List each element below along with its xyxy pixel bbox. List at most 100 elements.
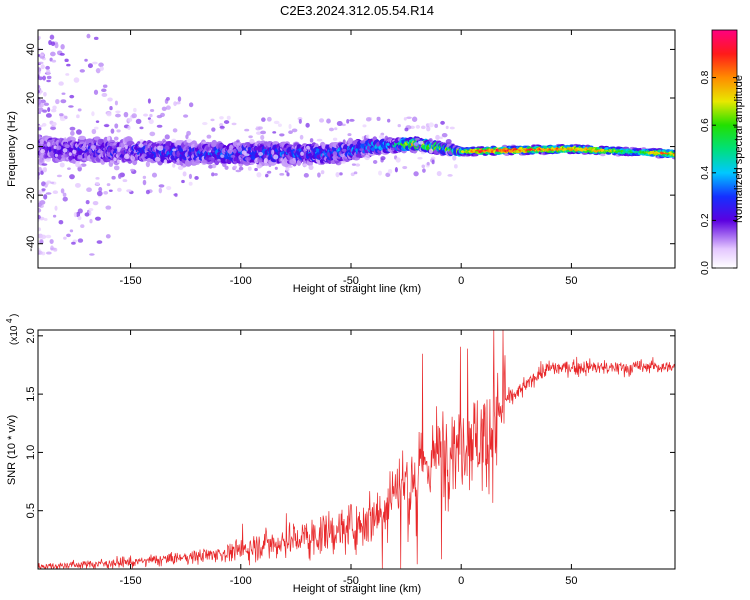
spectrogram-noise-cell: [54, 153, 59, 158]
spectrogram-noise-cell: [144, 145, 149, 151]
spectrogram-noise-cell: [105, 205, 112, 210]
spectrogram-noise-cell: [46, 180, 50, 183]
spectrogram-noise-cell: [445, 125, 449, 130]
spectrogram-noise-cell: [426, 161, 430, 166]
snr-x-tick-label: -150: [120, 575, 142, 587]
snr-multiplier-base: (x10: [9, 325, 20, 345]
spectrogram-noise-cell: [45, 192, 52, 195]
spectrogram-noise-cell: [236, 139, 240, 143]
spectrogram-noise-cell: [335, 171, 340, 178]
spectrogram-noise-cell: [139, 126, 144, 130]
spectrogram-noise-cell: [188, 173, 193, 179]
spectrogram-cell: [600, 153, 606, 157]
spectrogram-noise-cell: [109, 160, 115, 163]
spectrogram-noise-cell: [84, 58, 88, 62]
spectrogram-noise-cell: [160, 145, 164, 149]
spectrogram-noise-cell: [171, 138, 177, 144]
spectrogram-noise-cell: [109, 105, 113, 111]
spectrogram-noise-cell: [202, 141, 207, 144]
spectrogram-noise-cell: [266, 116, 272, 122]
spectrogram-noise-cell: [413, 171, 419, 177]
spectrogram-noise-cell: [288, 124, 292, 130]
spectrogram-noise-cell: [58, 81, 64, 86]
spectrogram-noise-cell: [228, 144, 234, 151]
spectrogram-noise-cell: [40, 148, 46, 154]
spectrogram-noise-cell: [154, 156, 161, 162]
spectrogram-noise-cell: [336, 120, 343, 127]
spectrogram-noise-cell: [63, 137, 67, 143]
spectrogram-noise-cell: [147, 98, 151, 104]
spectrogram-noise-cell: [340, 153, 345, 158]
spectrogram-noise-cell: [66, 63, 71, 67]
spectrogram-noise-cell: [219, 125, 225, 129]
spectrogram-noise-cell: [355, 163, 361, 167]
spectrogram-noise-cell: [172, 128, 178, 133]
spectrogram-noise-cell: [217, 158, 221, 162]
spectrogram-noise-cell: [211, 127, 216, 132]
spectrogram-noise-cell: [106, 135, 111, 141]
spectrogram-noise-cell: [117, 146, 122, 150]
spectrogram-noise-cell: [205, 146, 212, 151]
spectrogram-noise-cell: [41, 163, 48, 166]
spectrogram-noise-cell: [250, 162, 255, 165]
spectrogram-noise-cell: [65, 73, 70, 76]
spectrogram-noise-cell: [376, 116, 381, 121]
spectrogram-noise-cell: [353, 171, 358, 175]
spectrogram-noise-cell: [117, 187, 122, 192]
spectrogram-noise-cell: [104, 156, 109, 161]
spectrogram-x-tick-label: 50: [565, 275, 577, 287]
spectrogram-noise-cell: [183, 114, 189, 118]
spectrogram-noise-cell: [66, 233, 71, 238]
spectrogram-noise-cell: [84, 212, 90, 217]
spectrogram-noise-cell: [74, 182, 81, 188]
spectrogram-noise-cell: [166, 96, 170, 101]
spectrogram-noise-cell: [387, 118, 391, 123]
spectrogram-noise-cell: [320, 170, 325, 175]
spectrogram-noise-cell: [260, 130, 267, 135]
spectrogram-noise-cell: [280, 158, 284, 162]
spectrogram-noise-cell: [60, 44, 65, 50]
spectrogram-noise-cell: [188, 102, 194, 108]
spectrogram-noise-cell: [161, 106, 167, 111]
spectrogram-noise-cell: [349, 118, 355, 122]
spectrogram-noise-cell: [101, 92, 108, 98]
spectrogram-noise-cell: [75, 160, 80, 167]
spectrogram-noise-cell: [439, 136, 443, 140]
spectrogram-noise-cell: [197, 144, 201, 148]
spectrogram-noise-cell: [260, 134, 265, 140]
spectrogram-noise-cell: [46, 79, 51, 83]
spectrogram-noise-cell: [55, 98, 60, 105]
spectrogram-noise-cell: [256, 140, 262, 144]
spectrogram-noise-cell: [96, 190, 103, 197]
spectrogram-noise-cell: [91, 111, 95, 117]
spectrogram-noise-cell: [264, 162, 269, 167]
spectrogram-noise-cell: [50, 41, 56, 47]
spectrogram-noise-cell: [45, 65, 50, 70]
spectrogram-noise-cell: [127, 125, 131, 131]
spectrogram-noise-cell: [347, 133, 352, 137]
spectrogram-noise-cell: [113, 157, 117, 162]
spectrogram-noise-cell: [351, 163, 356, 166]
spectrogram-noise-cell: [359, 140, 366, 144]
spectrogram-noise-cell: [41, 188, 46, 192]
spectrogram-noise-cell: [73, 212, 77, 218]
spectrogram-noise-cell: [92, 201, 99, 206]
spectrogram-noise-cell: [186, 138, 192, 144]
spectrogram-noise-cell: [102, 84, 108, 88]
spectrogram-noise-cell: [166, 186, 172, 191]
spectrogram-noise-cell: [59, 52, 65, 56]
spectrogram-noise-cell: [362, 124, 367, 128]
spectrogram-noise-cell: [447, 174, 453, 177]
spectrogram-noise-cell: [300, 151, 304, 156]
spectrogram-noise-cell: [89, 253, 95, 256]
spectrogram-noise-cell: [248, 135, 253, 139]
spectrogram-noise-cell: [454, 164, 458, 169]
spectrogram-noise-cell: [156, 124, 163, 128]
spectrogram-noise-cell: [210, 118, 215, 122]
spectrogram-noise-cell: [116, 159, 121, 164]
spectrogram-noise-cell: [235, 169, 242, 173]
spectrogram-noise-cell: [145, 189, 150, 195]
spectrogram-noise-cell: [89, 218, 93, 224]
spectrogram-noise-cell: [306, 145, 310, 150]
